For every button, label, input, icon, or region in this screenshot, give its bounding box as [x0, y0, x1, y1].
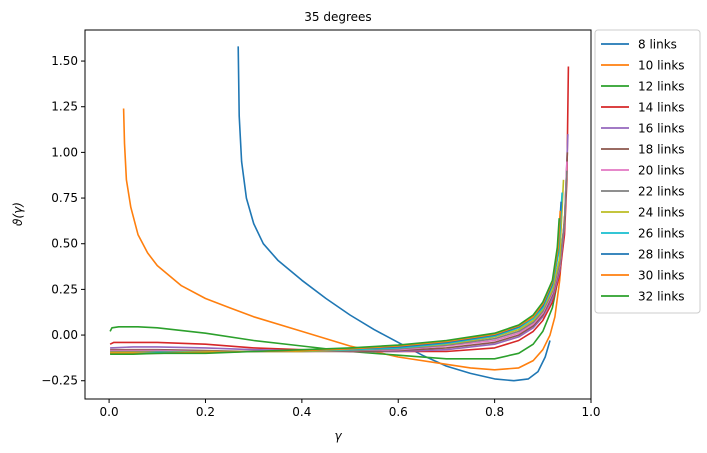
y-tick-label: 1.50 — [51, 54, 78, 68]
x-axis-label: γ — [334, 429, 342, 443]
legend-label: 22 links — [638, 185, 685, 199]
x-axis: 0.0 0.2 0.4 0.6 0.8 1.0 — [100, 399, 601, 419]
legend-label: 12 links — [638, 80, 685, 94]
legend: 8 links 10 links 12 links 14 links 16 links 1… — [594, 29, 701, 314]
series-line-5 — [110, 134, 569, 353]
legend-label: 20 links — [638, 164, 685, 178]
series-line-3 — [109, 221, 566, 360]
axes-frame — [84, 29, 592, 400]
legend-label: 14 links — [638, 101, 685, 115]
legend-label: 24 links — [638, 206, 685, 220]
series-line-13 — [110, 218, 560, 356]
legend-label: 32 links — [638, 290, 685, 304]
y-axis-label: ϑ(γ) — [11, 202, 25, 226]
legend-label: 30 links — [638, 269, 685, 283]
y-tick-label: 0.00 — [51, 328, 78, 342]
legend-label: 28 links — [638, 248, 685, 262]
series-line-1 — [237, 46, 551, 382]
chart-title: 35 degrees — [304, 10, 371, 24]
y-tick-label: 0.75 — [51, 191, 78, 205]
y-axis: −0.25 0.00 0.25 0.50 0.75 1.00 1.25 1.50 — [41, 54, 85, 388]
legend-label: 16 links — [638, 122, 685, 136]
x-tick-label: 0.0 — [100, 405, 119, 419]
legend-label: 26 links — [638, 227, 685, 241]
legend-label: 10 links — [638, 59, 685, 73]
series-line-4 — [109, 66, 570, 353]
y-tick-label: 0.25 — [51, 282, 78, 296]
y-tick-label: 1.00 — [51, 145, 78, 159]
y-tick-label: 1.25 — [51, 100, 78, 114]
series-line-2 — [122, 108, 566, 371]
legend-box — [594, 29, 701, 314]
x-tick-label: 0.8 — [485, 405, 504, 419]
x-tick-label: 0.2 — [196, 405, 215, 419]
x-tick-label: 0.4 — [292, 405, 311, 419]
x-tick-label: 1.0 — [581, 405, 600, 419]
plot-area — [109, 46, 570, 382]
y-tick-label: −0.25 — [41, 374, 78, 388]
y-tick-label: 0.50 — [51, 237, 78, 251]
legend-label: 8 links — [638, 38, 677, 52]
x-tick-label: 0.6 — [389, 405, 408, 419]
legend-label: 18 links — [638, 143, 685, 157]
